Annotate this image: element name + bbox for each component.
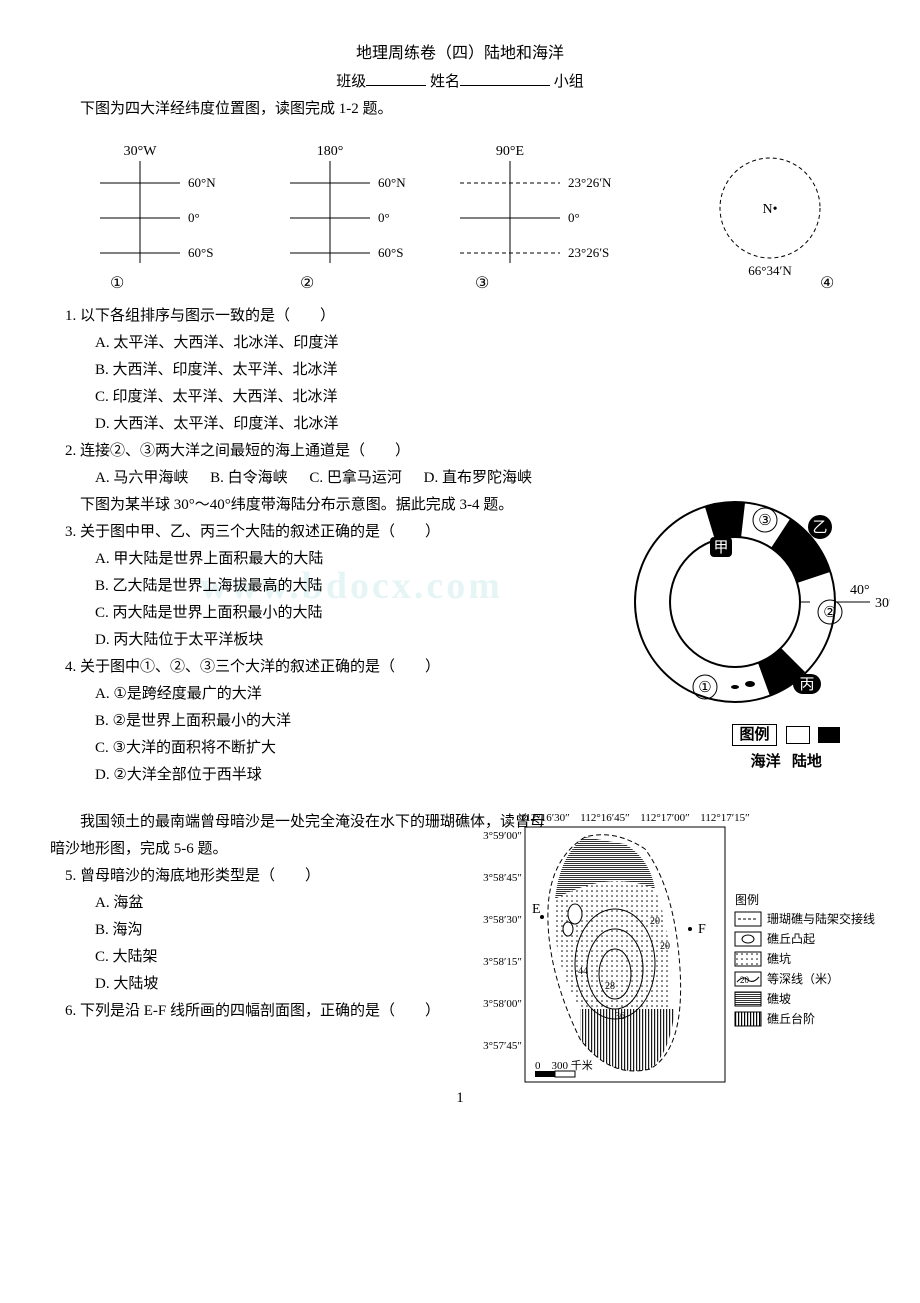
q2-b: B. 白令海峡 — [210, 470, 288, 486]
figure-1: 30°W 60°N 0° 60°S ① 180° 60°N 0° 60°S ② … — [50, 133, 870, 303]
class-label: 班级 — [336, 74, 366, 90]
p2-lat1: 0° — [378, 210, 390, 225]
F-label: F — [698, 922, 706, 937]
q2-stem: 2. 连接②、③两大洋之间最短的海上通道是（ ） — [65, 438, 870, 465]
p3-lat2: 23°26′S — [568, 245, 609, 260]
q1-a: A. 太平洋、大西洋、北冰洋、印度洋 — [95, 330, 870, 357]
p4-n: N• — [762, 202, 777, 217]
lat5: 3°57′45″ — [483, 1040, 522, 1052]
class-blank — [366, 70, 426, 86]
lon1: 112°16′45″ — [580, 812, 629, 824]
p4-num: ④ — [820, 275, 834, 292]
p1-num: ① — [110, 275, 124, 292]
lat1: 3°58′45″ — [483, 872, 522, 884]
E-label: E — [532, 902, 541, 917]
leg4: 礁坡 — [767, 991, 791, 1006]
group-label: 小组 — [554, 74, 584, 90]
lon3: 112°17′15″ — [700, 812, 749, 824]
p3-lat0: 23°26′N — [568, 175, 612, 190]
lat4: 3°58′00″ — [483, 998, 522, 1010]
label-yi: 乙 — [812, 520, 827, 536]
p2-num: ② — [300, 275, 314, 292]
label-n3: ③ — [758, 513, 771, 529]
d3: 36 — [615, 1011, 625, 1022]
lat2: 3°58′30″ — [483, 914, 522, 926]
deg40: 40° — [850, 583, 870, 598]
legend-sea: 海洋 — [751, 754, 781, 770]
leg5: 礁丘台阶 — [767, 1011, 815, 1026]
q1-stem: 1. 以下各组排序与图示一致的是（ ） — [65, 303, 870, 330]
leg1: 礁丘凸起 — [767, 931, 815, 946]
p4-bottom: 66°34′N — [748, 263, 792, 278]
q1-c: C. 印度洋、太平洋、大西洋、北冰洋 — [95, 384, 870, 411]
p2-lat2: 60°S — [378, 245, 403, 260]
p3-top: 90°E — [496, 144, 524, 159]
d0: 20 — [650, 916, 660, 927]
p3-num: ③ — [475, 275, 489, 292]
d2: 28 — [605, 981, 615, 992]
title: 地理周练卷（四）陆地和海洋 — [50, 40, 870, 69]
q1-d: D. 大西洋、太平洋、印度洋、北冰洋 — [95, 411, 870, 438]
lon0: 112°16′30″ — [520, 812, 569, 824]
legend5-title: 图例 — [735, 893, 759, 907]
legend-34: 图例 海洋 陆地 — [732, 722, 840, 776]
intro-12: 下图为四大洋经纬度位置图，读图完成 1-2 题。 — [50, 96, 870, 123]
p1-lat1: 0° — [188, 210, 200, 225]
name-blank — [460, 70, 550, 86]
p3-lat1: 0° — [568, 210, 580, 225]
legend-land: 陆地 — [792, 754, 822, 770]
p1-lat0: 60°N — [188, 175, 216, 190]
legend-sea-swatch — [786, 726, 810, 744]
svg-text:20: 20 — [740, 975, 750, 985]
p2-lat0: 60°N — [378, 175, 406, 190]
label-jia: 甲 — [713, 540, 728, 556]
q6-stem: 6. 下列是沿 E-F 线所画的四幅剖面图，正确的是（ ） — [65, 998, 445, 1025]
legend-title: 图例 — [732, 724, 776, 746]
label-bing: 丙 — [799, 677, 814, 693]
d1: 44 — [578, 966, 588, 977]
lat0: 3°59′00″ — [483, 830, 522, 842]
q1-b: B. 大西洋、印度洋、太平洋、北冰洋 — [95, 357, 870, 384]
leg3: 等深线（米） — [767, 972, 839, 986]
q2-c: C. 巴拿马运河 — [309, 470, 402, 486]
p1-lat2: 60°S — [188, 245, 213, 260]
figure-5: 112°16′30″ 112°16′45″ 112°17′00″ 112°17′… — [450, 809, 880, 1109]
name-label: 姓名 — [430, 74, 460, 90]
p2-top: 180° — [317, 144, 344, 159]
leg2: 礁坑 — [767, 951, 791, 966]
q2-a: A. 马六甲海峡 — [95, 470, 188, 486]
legend-land-swatch — [818, 727, 840, 743]
d4: 20 — [660, 941, 670, 952]
label-n2: ② — [823, 605, 836, 621]
label-n1: ① — [698, 680, 711, 696]
scale: 0 300 千米 — [535, 1059, 593, 1072]
leg0: 珊瑚礁与陆架交接线 — [767, 911, 875, 926]
q2-d: D. 直布罗陀海峡 — [424, 470, 532, 486]
lon2: 112°17′00″ — [640, 812, 689, 824]
lat3: 3°58′15″ — [483, 956, 522, 968]
deg30: 30° — [875, 596, 890, 611]
p1-top: 30°W — [124, 144, 158, 159]
subtitle: 班级 姓名 小组 — [50, 69, 870, 96]
